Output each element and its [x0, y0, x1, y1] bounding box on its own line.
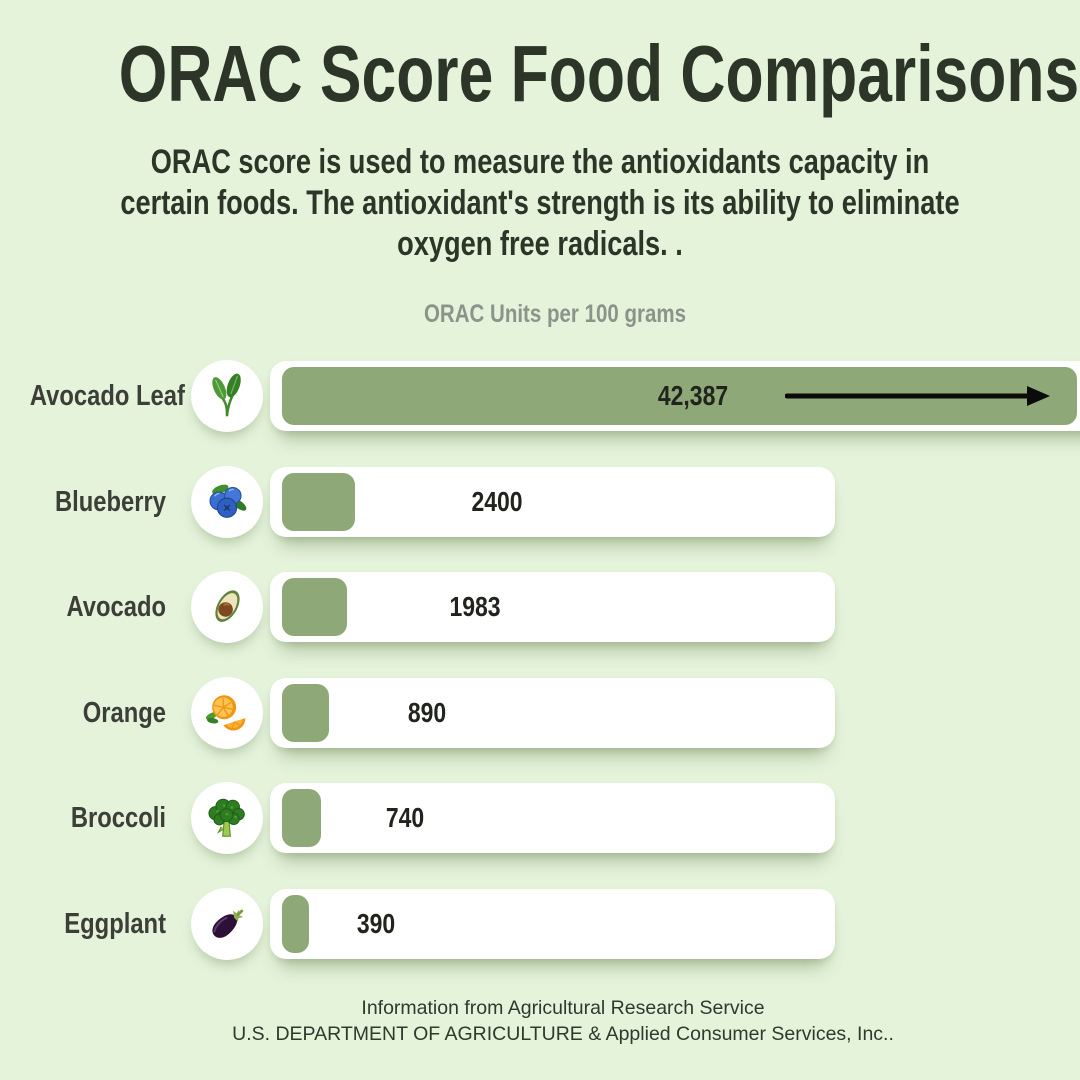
bar-fill-orange [282, 684, 329, 742]
bar-value-label: 390 [356, 908, 396, 939]
footer-line: U.S. DEPARTMENT OF AGRICULTURE & Applied… [232, 1023, 894, 1045]
row-label: Avocado Leaf [29, 380, 185, 412]
source-attribution: Information from Agricultural Research S… [46, 995, 1080, 1047]
subtitle-line: oxygen free radicals. . [397, 225, 683, 263]
bar-track [270, 572, 835, 642]
row-label: Avocado [66, 591, 166, 623]
row-label: Orange [82, 697, 166, 729]
chart-row-orange: Orange 890 [0, 677, 1080, 749]
bar-value-label: 2400 [471, 486, 523, 517]
blueberry-icon [209, 484, 247, 518]
chart-row-blueberry: Blueberry 2400 [0, 466, 1080, 538]
chart-row-broccoli: Broccoli 740 [0, 782, 1080, 854]
chart-row-avocado-leaf: Avocado Leaf 42,387 [0, 360, 1080, 432]
avocado-leaf-icon [191, 360, 263, 432]
avocado-icon [191, 571, 263, 643]
bar-track [270, 889, 835, 959]
avocado-leaf-icon [212, 373, 241, 417]
bar-value-label: 42,387 [657, 380, 729, 411]
bar-track [270, 783, 835, 853]
broccoli-icon [191, 782, 263, 854]
blueberry-icon [191, 466, 263, 538]
row-label: Broccoli [70, 802, 166, 834]
orange-icon [205, 695, 246, 731]
bar-fill-blueberry [282, 473, 355, 531]
row-label: Blueberry [54, 486, 166, 518]
page-subtitle: ORAC score is used to measure the antiox… [108, 142, 972, 265]
chart-row-avocado: Avocado 1983 [0, 571, 1080, 643]
bar-fill-eggplant [282, 895, 309, 953]
broccoli-icon [208, 798, 245, 837]
subtitle-line: ORAC score is used to measure the antiox… [150, 143, 930, 181]
bar-value-label: 740 [385, 802, 425, 833]
subtitle-line: certain foods. The antioxidant's strengt… [120, 184, 960, 222]
avocado-icon [215, 590, 240, 622]
bar-track [270, 678, 835, 748]
footer-line: Information from Agricultural Research S… [361, 997, 765, 1019]
bar-value-label: 890 [407, 697, 447, 728]
chart-row-eggplant: Eggplant 390 [0, 888, 1080, 960]
off-scale-arrow-icon [785, 386, 1050, 406]
bar-value-label: 1983 [449, 591, 501, 622]
axis-label: ORAC Units per 100 grams [423, 300, 687, 328]
eggplant-icon [212, 909, 244, 938]
eggplant-icon [191, 888, 263, 960]
bar-fill-broccoli [282, 789, 321, 847]
bar-track [270, 467, 835, 537]
bar-fill-avocado [282, 578, 347, 636]
orange-icon [191, 677, 263, 749]
page-title: ORAC Score Food Comparisons [118, 29, 1080, 118]
row-label: Eggplant [64, 908, 166, 940]
